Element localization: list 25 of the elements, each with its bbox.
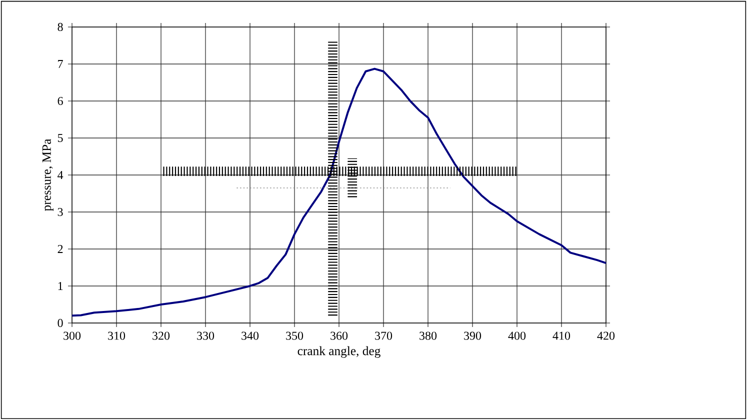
x-tick-label: 320 [152,332,170,340]
y-tick-label: 8 [58,22,63,32]
y-tick-label: 4 [58,171,64,179]
x-tick-label: 390 [464,332,482,340]
y-tick-label: 5 [58,134,63,142]
y-axis-title: pressure, MPa [42,138,54,212]
y-tick-label: 7 [58,60,63,68]
y-tick-label: 1 [58,282,63,290]
x-tick-label: 330 [197,332,214,340]
x-tick-label: 380 [420,332,437,340]
line-series [71,68,607,317]
x-tick-label: 420 [597,332,615,340]
y-tick-label: 0 [58,318,63,328]
y-tick-label: 3 [58,208,63,216]
x-axis-title: crank angle, deg [298,346,380,358]
x-tick-label: 310 [108,332,126,340]
x-tick-label: 370 [375,332,392,340]
x-tick-label: 350 [286,332,304,340]
x-tick-label: 410 [552,332,570,340]
x-tick-label: 400 [508,332,526,340]
y-tick-label: 6 [58,96,63,106]
x-tick-label: 300 [64,332,81,340]
x-tick-label: 360 [330,332,348,340]
y-tick-label: 2 [58,245,63,253]
x-tick-label: 340 [242,332,259,340]
